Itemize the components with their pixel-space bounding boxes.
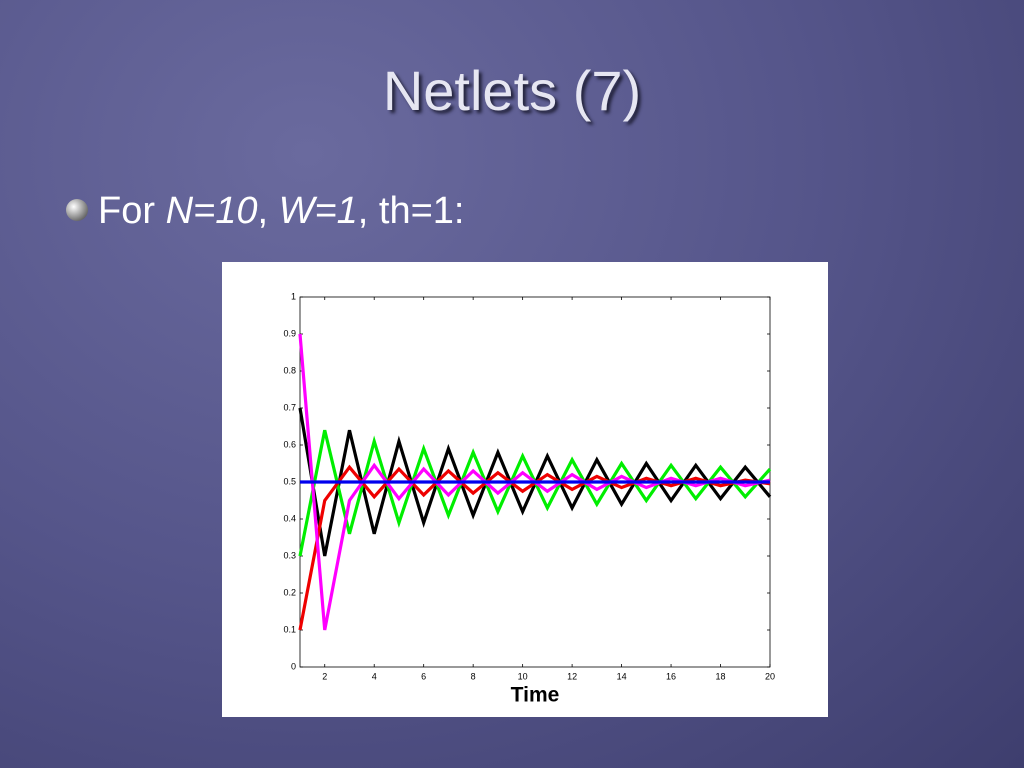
x-axis-label: Time bbox=[511, 684, 560, 707]
y-tick-label: 0.6 bbox=[283, 439, 296, 449]
x-tick-label: 2 bbox=[322, 671, 327, 681]
x-tick-label: 12 bbox=[567, 671, 577, 681]
x-tick-label: 6 bbox=[421, 671, 426, 681]
x-tick-label: 16 bbox=[666, 671, 676, 681]
bullet-text: , bbox=[257, 190, 279, 232]
bullet-text: , th=1: bbox=[357, 190, 465, 232]
y-tick-label: 0.9 bbox=[283, 328, 296, 338]
bullet-text: W=1 bbox=[278, 190, 358, 232]
y-tick-label: 0.2 bbox=[283, 587, 296, 597]
y-tick-label: 0.8 bbox=[283, 365, 296, 375]
bullet-text: For bbox=[98, 190, 166, 232]
y-tick-label: 0.4 bbox=[283, 513, 296, 523]
slide-title: Netlets (7) bbox=[382, 59, 642, 122]
x-tick-label: 14 bbox=[617, 671, 627, 681]
x-tick-label: 20 bbox=[765, 671, 775, 681]
chart: Time 00.10.20.30.40.50.60.70.80.912 4 6 8 10… bbox=[222, 262, 828, 717]
x-tick-label: 10 bbox=[518, 671, 528, 681]
bullet-text: N=10 bbox=[165, 190, 258, 232]
y-tick-label: 0.7 bbox=[283, 402, 296, 412]
y-tick-label: 0.5 bbox=[283, 476, 296, 486]
bullet-icon bbox=[66, 199, 88, 221]
x-tick-label: 4 bbox=[372, 671, 377, 681]
y-tick-label: 0 bbox=[291, 661, 296, 671]
x-tick-label: 18 bbox=[716, 671, 726, 681]
y-tick-label: 1 bbox=[291, 291, 296, 301]
bullet: For N=10, W=1, th=1: bbox=[66, 190, 465, 233]
y-tick-label: 0.1 bbox=[283, 624, 296, 634]
x-tick-label: 8 bbox=[471, 671, 476, 681]
y-tick-label: 0.3 bbox=[283, 550, 296, 560]
